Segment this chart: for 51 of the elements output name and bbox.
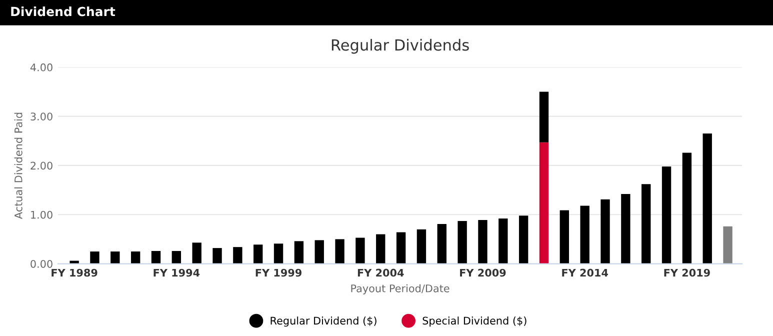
bar xyxy=(356,238,365,264)
bar xyxy=(416,229,426,264)
x-tick-label: FY 1994 xyxy=(154,268,200,277)
x-axis-title: Payout Period/Date xyxy=(351,284,450,294)
bar xyxy=(702,134,712,264)
bar xyxy=(90,251,100,264)
bar xyxy=(110,251,120,264)
bar xyxy=(539,142,549,264)
y-tick-label: 2.00 xyxy=(30,162,52,170)
y-tick-label: 0.00 xyxy=(30,260,52,268)
bar xyxy=(662,166,672,264)
y-axis-title: Actual Dividend Paid xyxy=(14,112,22,219)
bar xyxy=(233,247,242,264)
x-tick-label: FY 2019 xyxy=(664,268,710,277)
bar xyxy=(396,232,406,264)
bar xyxy=(274,244,284,264)
bar xyxy=(580,206,590,264)
x-tick-label: FY 1999 xyxy=(256,268,302,277)
bar xyxy=(212,248,222,264)
x-tick-label: FY 2004 xyxy=(358,268,404,277)
bar xyxy=(294,241,304,264)
bar xyxy=(518,216,528,264)
y-tick-label: 4.00 xyxy=(30,63,52,72)
bar xyxy=(621,194,630,264)
bar xyxy=(376,234,386,264)
bar xyxy=(335,239,344,264)
bar xyxy=(723,226,732,264)
y-tick-label: 1.00 xyxy=(31,210,52,219)
legend-label: Regular Dividend ($) xyxy=(270,316,376,327)
x-tick-label: FY 2009 xyxy=(460,268,506,277)
bar xyxy=(172,250,182,264)
bar xyxy=(192,242,202,264)
bar xyxy=(682,152,692,264)
bar xyxy=(498,218,508,264)
bar xyxy=(437,224,446,264)
bar xyxy=(642,184,651,264)
y-tick-label: 3.00 xyxy=(30,112,52,120)
bar xyxy=(458,221,467,264)
bar xyxy=(130,251,140,264)
text: Dividend Chart xyxy=(11,6,116,16)
legend-label: Special Dividend ($) xyxy=(422,316,526,327)
bar xyxy=(254,244,263,264)
bar xyxy=(151,250,161,264)
chart-title: Regular Dividends xyxy=(332,38,469,54)
bar xyxy=(478,220,488,264)
bar xyxy=(560,210,570,264)
bar xyxy=(314,240,324,264)
x-tick-label: FY 2014 xyxy=(562,268,608,277)
x-tick-label: FY 1989 xyxy=(52,268,98,277)
bar xyxy=(600,199,610,264)
bar xyxy=(539,92,549,142)
